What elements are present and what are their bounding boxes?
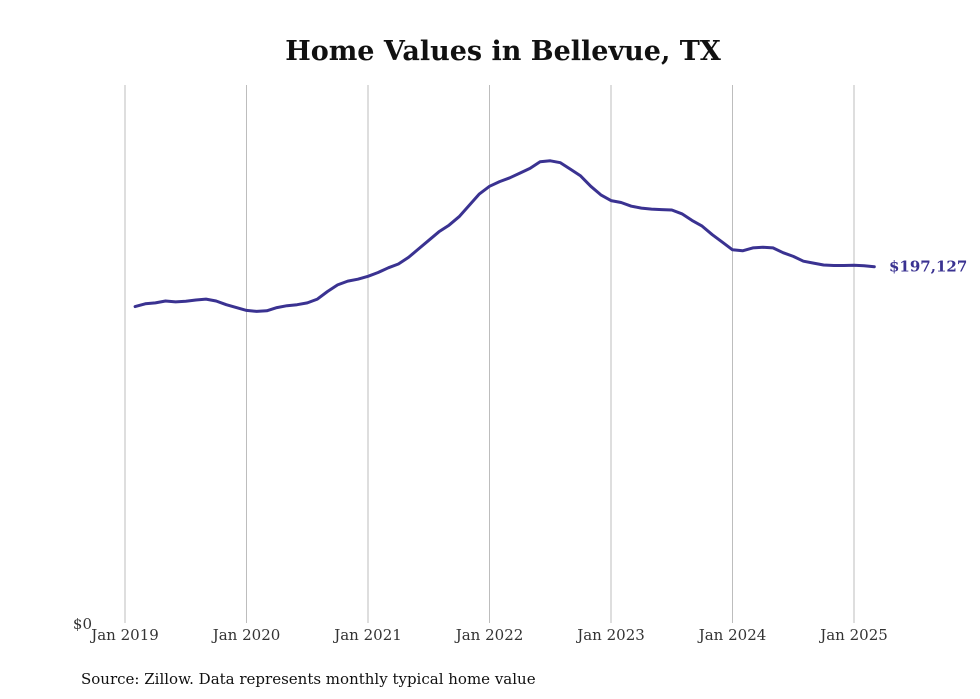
x-tick-label: Jan 2025 [818,626,888,644]
chart-title: Home Values in Bellevue, TX [285,36,721,67]
gridlines [124,85,855,623]
x-axis-ticks: Jan 2019 Jan 2020 Jan 2021 Jan 2022 Jan 2023… [89,626,888,644]
end-value-label: $197,127 [889,258,967,276]
x-tick-label: Jan 2023 [575,626,645,644]
x-tick-label: Jan 2021 [332,626,402,644]
x-tick-label: Jan 2020 [211,626,281,644]
x-tick-label: Jan 2022 [454,626,524,644]
series-line [133,159,876,313]
y-tick-label: $0 [73,615,92,633]
x-tick-label: Jan 2019 [89,626,159,644]
x-tick-label: Jan 2024 [697,626,767,644]
source-note: Source: Zillow. Data represents monthly … [81,670,536,688]
